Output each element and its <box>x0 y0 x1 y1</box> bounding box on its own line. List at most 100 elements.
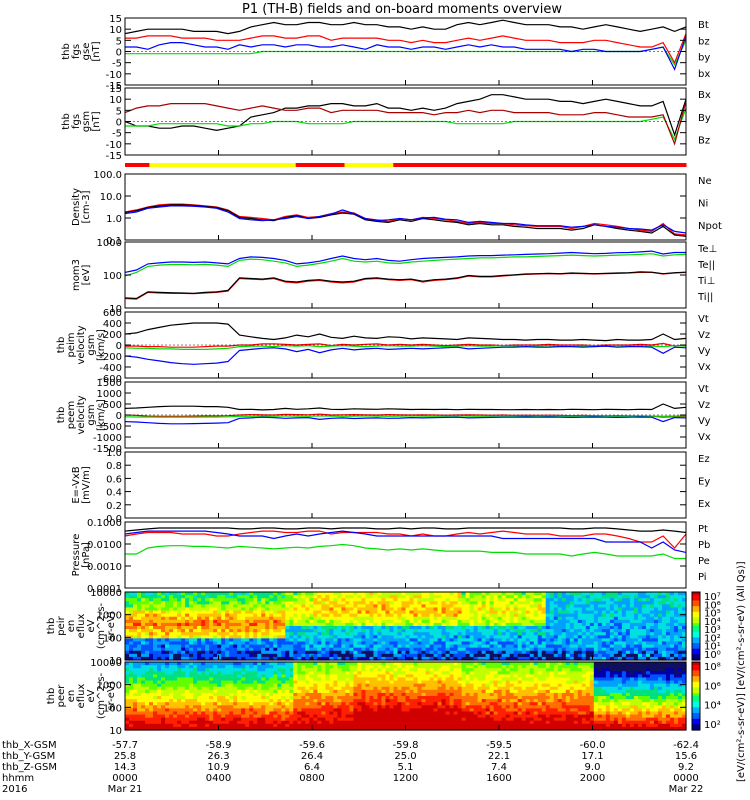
spectrogram-cell <box>245 671 250 675</box>
spectrogram-cell <box>213 653 218 658</box>
spectrogram-cell <box>677 641 683 646</box>
spectrogram-cell <box>361 635 367 639</box>
spectrogram-cell <box>453 598 459 602</box>
spectrogram-cell <box>257 595 262 599</box>
spectrogram-cell <box>605 629 611 633</box>
spectrogram-cell <box>393 723 399 728</box>
spectrogram-cell <box>357 635 363 639</box>
spectrogram-cell <box>225 656 230 661</box>
spectrogram-cell <box>629 629 635 633</box>
spectrogram-cell <box>281 626 286 630</box>
spectrogram-cell <box>185 720 190 725</box>
spectrogram-cell <box>421 641 427 646</box>
spectrogram-cell <box>321 601 326 605</box>
spectrogram-cell <box>153 680 158 685</box>
spectrogram-cell <box>621 653 627 658</box>
spectrogram-cell <box>329 613 334 618</box>
spectrogram-cell <box>501 638 507 643</box>
spectrogram-cell <box>677 610 683 615</box>
spectrogram-cell <box>509 650 515 655</box>
spectrogram-cell <box>341 726 346 731</box>
spectrogram-cell <box>369 671 375 675</box>
spectrogram-cell <box>629 641 635 646</box>
spectrogram-cell <box>453 629 459 633</box>
spectrogram-cell <box>317 607 322 612</box>
spectrogram-cell <box>289 656 294 661</box>
spectrogram-cell <box>293 632 298 636</box>
y-tick-label: -15 <box>106 151 122 162</box>
spectrogram-cell <box>341 720 346 725</box>
spectrogram-cell <box>357 683 363 688</box>
spectrogram-cell <box>381 702 387 706</box>
spectrogram-cell <box>149 647 154 652</box>
spectrogram-cell <box>173 601 178 605</box>
spectrogram-cell <box>177 723 182 728</box>
spectrogram-cell <box>405 692 411 697</box>
spectrogram-cell <box>141 720 146 725</box>
spectrogram-cell <box>133 647 138 652</box>
spectrogram-cell <box>173 680 178 685</box>
spectrogram-cell <box>241 683 246 688</box>
spectrogram-cell <box>261 622 266 627</box>
spectrogram-cell <box>525 638 531 643</box>
spectrogram-cell <box>241 644 246 649</box>
spectrogram-cell <box>193 662 198 666</box>
spectrogram-cell <box>565 616 571 621</box>
spectrogram-cell <box>185 604 190 609</box>
spectrogram-cell <box>485 595 491 599</box>
spectrogram-cell <box>657 641 663 646</box>
spectrogram-cell <box>501 595 507 599</box>
y-axis-label: thb peem velocity gsm [km/s] <box>56 395 107 434</box>
spectrogram-cell <box>357 692 363 697</box>
spectrogram-cell <box>453 592 459 596</box>
series-line-pressure-Pi <box>124 530 687 553</box>
spectrogram-cell <box>137 714 142 719</box>
spectrogram-cell <box>481 626 487 630</box>
spectrogram-cell <box>189 689 194 694</box>
spectrogram-cell <box>417 619 423 624</box>
spectrogram-cell <box>485 616 491 621</box>
spectrogram-cell <box>497 629 503 633</box>
y-tick-label: -15 <box>106 81 122 92</box>
y-tick-label: 0.0100 <box>87 540 122 551</box>
spectrogram-cell <box>405 592 411 596</box>
spectrogram-cell <box>621 604 627 609</box>
spectrogram-cell <box>353 662 359 666</box>
spectrogram-cell <box>377 598 383 602</box>
spectrogram-cell <box>645 604 651 609</box>
spectrogram-cell <box>249 592 254 596</box>
spectrogram-cell <box>289 601 294 605</box>
spectrogram-cell <box>289 598 294 602</box>
spectrogram-cell <box>389 677 395 682</box>
spectrogram-cell <box>217 708 222 713</box>
spectrogram-cell <box>249 632 254 636</box>
spectrogram-cell <box>181 632 186 636</box>
spectrogram-cell <box>213 644 218 649</box>
spectrogram-cell <box>397 671 403 675</box>
spectrogram-cell <box>281 674 286 679</box>
spectrogram-cell <box>637 622 643 627</box>
spectrogram-cell <box>673 647 679 652</box>
spectrogram-cell <box>153 699 158 703</box>
spectrogram-cell <box>225 711 230 716</box>
spectrogram-cell <box>469 622 475 627</box>
spectrogram-cell <box>313 592 318 596</box>
spectrogram-cell <box>669 635 675 639</box>
spectrogram-cell <box>369 647 375 652</box>
spectrogram-cell <box>533 626 539 630</box>
spectrogram-cell <box>289 683 294 688</box>
spectrogram-cell <box>153 665 158 669</box>
spectrogram-cell <box>269 677 274 682</box>
spectrogram-cell <box>389 635 395 639</box>
spectrogram-cell <box>565 650 571 655</box>
spectrogram-cell <box>217 613 222 618</box>
spectrogram-cell <box>381 668 387 672</box>
spectrogram-cell <box>133 674 138 679</box>
spectrogram-cell <box>393 686 399 691</box>
spectrogram-cell <box>289 708 294 713</box>
spectrogram-cell <box>465 638 471 643</box>
spectrogram-cell <box>169 677 174 682</box>
spectrogram-cell <box>377 689 383 694</box>
spectrogram-cell <box>325 714 330 719</box>
